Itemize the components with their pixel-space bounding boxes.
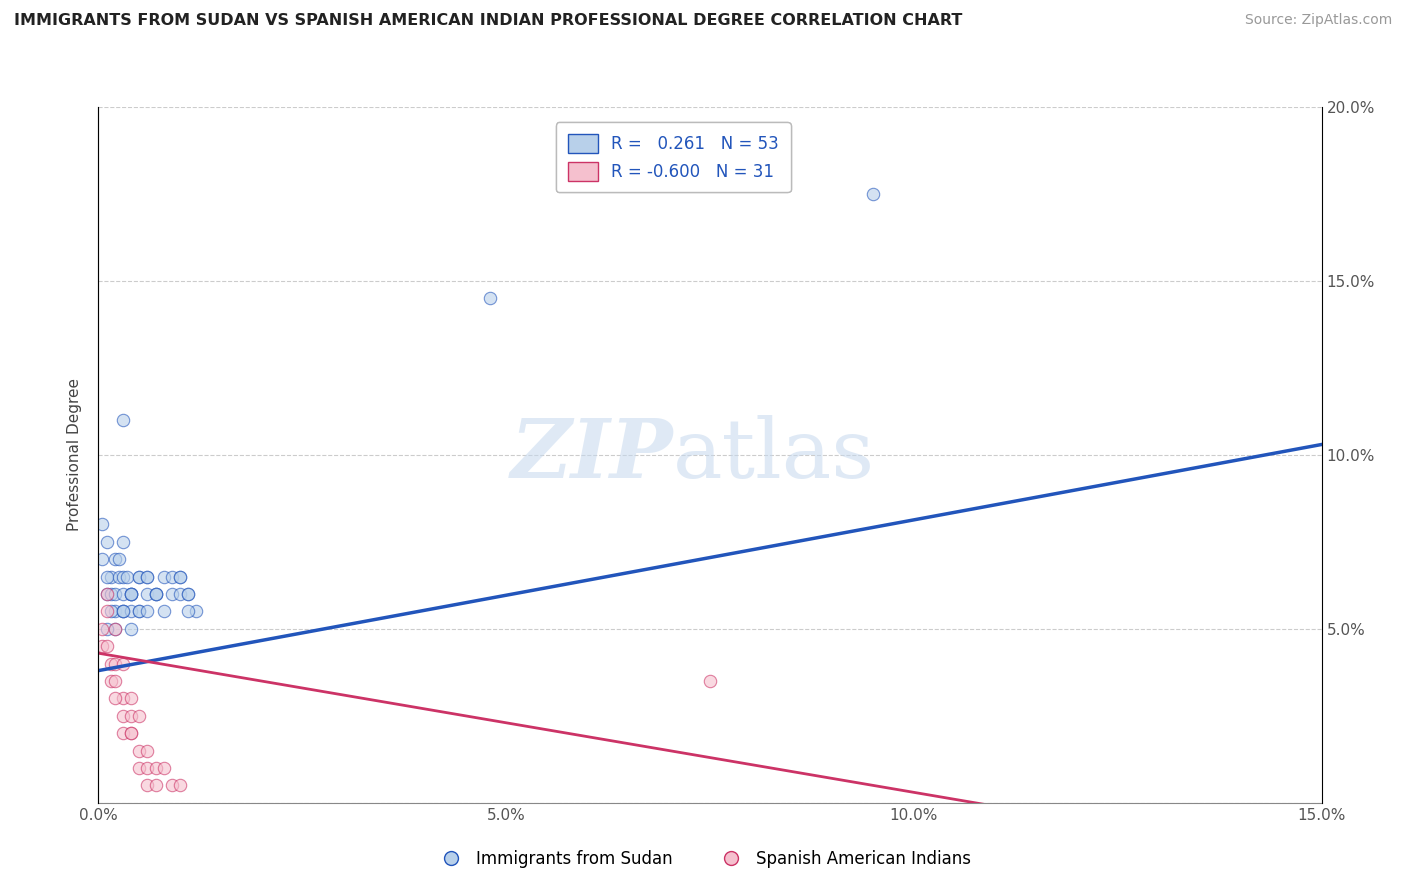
Legend: R =   0.261   N = 53, R = -0.600   N = 31: R = 0.261 N = 53, R = -0.600 N = 31: [557, 122, 790, 193]
Point: [111, 691, 134, 706]
Point: [120, 587, 142, 601]
Text: atlas: atlas: [673, 415, 876, 495]
Point: [104, 552, 127, 566]
Point: [186, 605, 208, 619]
Point: [104, 691, 127, 706]
Point: [862, 187, 884, 202]
Text: IMMIGRANTS FROM SUDAN VS SPANISH AMERICAN INDIAN PROFESSIONAL DEGREE CORRELATION: IMMIGRANTS FROM SUDAN VS SPANISH AMERICA…: [14, 13, 963, 29]
Point: [478, 291, 501, 305]
Point: [145, 587, 167, 601]
Point: [128, 708, 150, 723]
Point: [160, 570, 183, 584]
Text: ZIP: ZIP: [510, 415, 673, 495]
Point: [120, 587, 142, 601]
Point: [96, 534, 118, 549]
Text: Source: ZipAtlas.com: Source: ZipAtlas.com: [1244, 13, 1392, 28]
Point: [91, 517, 114, 532]
Point: [120, 587, 142, 601]
Point: [120, 587, 142, 601]
Point: [111, 605, 134, 619]
Point: [120, 726, 142, 740]
Point: [96, 587, 118, 601]
Point: [145, 761, 167, 775]
Point: [169, 587, 191, 601]
Point: [136, 570, 159, 584]
Point: [160, 587, 183, 601]
Point: [128, 570, 150, 584]
Point: [145, 778, 167, 792]
Point: [145, 587, 167, 601]
Point: [120, 691, 142, 706]
Point: [152, 605, 174, 619]
Point: [96, 587, 118, 601]
Point: [111, 534, 134, 549]
Point: [104, 605, 127, 619]
Y-axis label: Professional Degree: Professional Degree: [67, 378, 83, 532]
Point: [128, 761, 150, 775]
Point: [96, 622, 118, 636]
Point: [136, 778, 159, 792]
Point: [152, 570, 174, 584]
Point: [111, 570, 134, 584]
Point: [699, 674, 721, 689]
Point: [136, 587, 159, 601]
Point: [111, 726, 134, 740]
Point: [145, 587, 167, 601]
Point: [136, 605, 159, 619]
Point: [177, 587, 200, 601]
Point: [169, 570, 191, 584]
Point: [96, 605, 118, 619]
Point: [96, 639, 118, 653]
Point: [169, 570, 191, 584]
Point: [136, 570, 159, 584]
Point: [128, 605, 150, 619]
Point: [120, 605, 142, 619]
Point: [100, 657, 122, 671]
Point: [91, 639, 114, 653]
Point: [100, 605, 122, 619]
Point: [111, 657, 134, 671]
Point: [115, 570, 138, 584]
Point: [100, 587, 122, 601]
Point: [136, 744, 159, 758]
Point: [120, 708, 142, 723]
Point: [177, 587, 200, 601]
Point: [136, 761, 159, 775]
Point: [152, 761, 174, 775]
Point: [104, 622, 127, 636]
Point: [108, 552, 131, 566]
Point: [100, 674, 122, 689]
Legend: Immigrants from Sudan, Spanish American Indians: Immigrants from Sudan, Spanish American …: [427, 844, 979, 875]
Point: [111, 708, 134, 723]
Point: [177, 605, 200, 619]
Point: [111, 605, 134, 619]
Point: [120, 622, 142, 636]
Point: [104, 587, 127, 601]
Point: [100, 570, 122, 584]
Point: [91, 552, 114, 566]
Point: [108, 570, 131, 584]
Point: [111, 587, 134, 601]
Point: [111, 413, 134, 427]
Point: [128, 744, 150, 758]
Point: [104, 622, 127, 636]
Point: [128, 605, 150, 619]
Point: [96, 570, 118, 584]
Point: [169, 778, 191, 792]
Point: [104, 657, 127, 671]
Point: [111, 605, 134, 619]
Point: [104, 674, 127, 689]
Point: [120, 726, 142, 740]
Point: [128, 570, 150, 584]
Point: [91, 622, 114, 636]
Point: [160, 778, 183, 792]
